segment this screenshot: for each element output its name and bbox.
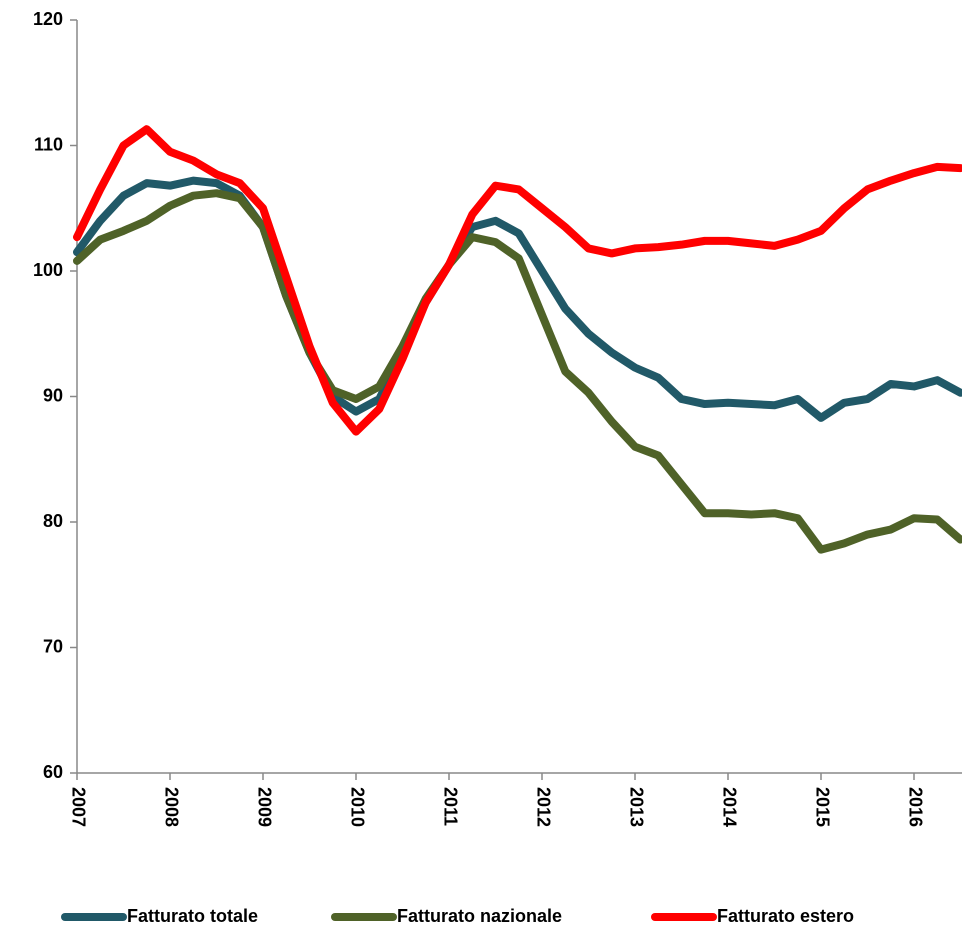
legend-label: Fatturato nazionale [397, 906, 562, 926]
y-tick-label: 110 [34, 134, 63, 154]
legend-label: Fatturato totale [127, 906, 258, 926]
legend-label: Fatturato estero [717, 906, 854, 926]
x-tick-label: 2012 [533, 787, 553, 827]
x-tick-label: 2010 [347, 787, 367, 827]
x-tick-label: 2008 [161, 787, 181, 827]
series-line [73, 176, 962, 422]
x-tick-label: 2013 [626, 787, 646, 827]
series-line [73, 189, 962, 554]
x-tick-label: 2014 [719, 787, 739, 827]
y-tick-label: 80 [43, 511, 63, 531]
y-tick-label: 90 [43, 385, 63, 405]
x-tick-label: 2016 [905, 787, 925, 827]
series-line [73, 125, 962, 436]
y-tick-label: 70 [43, 636, 63, 656]
y-tick-label: 60 [43, 762, 63, 782]
x-tick-label: 2009 [254, 787, 274, 827]
x-tick-label: 2007 [68, 787, 88, 827]
y-tick-label: 120 [33, 9, 63, 29]
x-tick-label: 2015 [812, 787, 832, 827]
x-tick-label: 2011 [440, 787, 460, 826]
y-tick-label: 100 [33, 260, 63, 280]
